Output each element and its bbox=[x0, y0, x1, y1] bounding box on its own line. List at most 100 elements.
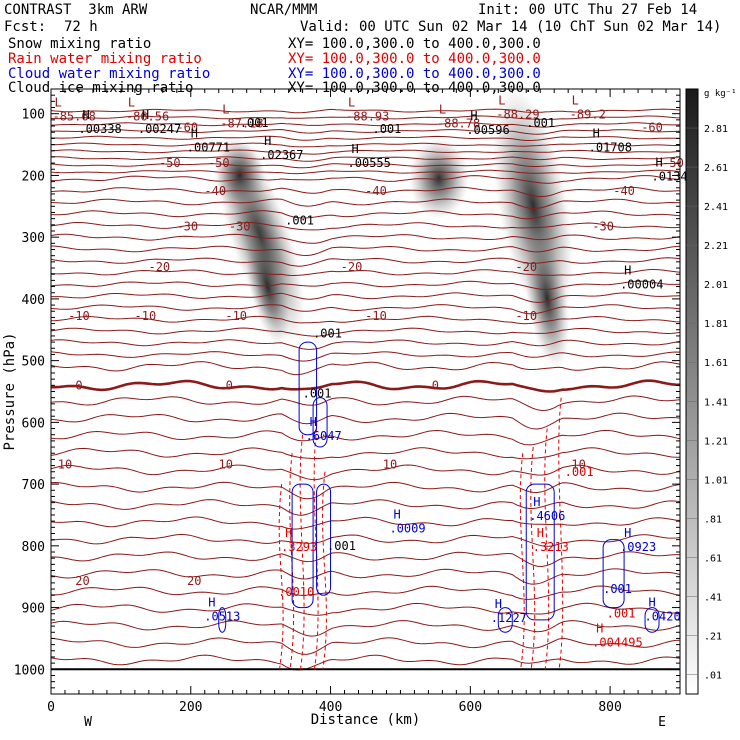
temperature-contour bbox=[51, 198, 680, 209]
high-value: .0513 bbox=[204, 610, 240, 624]
cloud-water-contour bbox=[218, 607, 227, 633]
temperature-contour bbox=[51, 210, 680, 220]
temperature-contour bbox=[51, 169, 680, 175]
org-name: NCAR/MMM bbox=[250, 2, 318, 18]
high-value: .0009 bbox=[389, 521, 425, 535]
cloud-water-contour bbox=[602, 539, 625, 609]
temperature-label: 10 bbox=[571, 457, 585, 471]
colorbar-label: 1.01 bbox=[704, 475, 728, 486]
high-marker: H bbox=[264, 134, 271, 148]
temperature-label: -50 bbox=[159, 156, 181, 170]
freezing-level-contour bbox=[51, 379, 680, 393]
cloud-water-contour bbox=[497, 607, 513, 633]
colorbar-label: 2.21 bbox=[704, 241, 728, 252]
colorbar: 2.81 2.61 2.41 2.21 2.01 1.81 1.61 1.41 1.21 1.01… bbox=[685, 88, 737, 695]
temperature-contour bbox=[51, 620, 680, 637]
temperature-contour bbox=[51, 351, 680, 362]
temperature-label: -10 bbox=[225, 309, 247, 323]
temperature-contour bbox=[51, 602, 680, 616]
low-value: -85.68 bbox=[52, 109, 95, 123]
colorbar-label: 1.61 bbox=[704, 358, 728, 369]
temperature-label: -20 bbox=[341, 260, 363, 274]
temperature-contour bbox=[51, 481, 680, 500]
temperature-contour bbox=[51, 304, 680, 315]
temperature-contour bbox=[51, 585, 680, 600]
high-value: .6047 bbox=[306, 429, 342, 443]
model-title: CONTRAST 3km ARW bbox=[4, 2, 148, 18]
field-ice-name: Cloud ice mixing ratio bbox=[8, 80, 194, 96]
temperature-label: -10 bbox=[68, 309, 90, 323]
temperature-label: 20 bbox=[75, 574, 89, 588]
colorbar-label: 1.21 bbox=[704, 436, 728, 447]
temperature-label: -50 bbox=[662, 156, 684, 170]
contour-value: .0010 bbox=[278, 585, 314, 599]
y-tick-label: 200 bbox=[22, 169, 45, 184]
snow-plume bbox=[214, 140, 265, 211]
rain-contour bbox=[278, 484, 284, 670]
colorbar-label: .01 bbox=[704, 670, 722, 681]
low-value: -87.18 bbox=[220, 117, 263, 131]
temperature-label: -60 bbox=[641, 120, 663, 134]
high-value: .00338 bbox=[78, 122, 121, 136]
contour-value: .001 bbox=[313, 326, 342, 340]
temperature-label: -20 bbox=[148, 260, 170, 274]
y-axis-label: Pressure (hPa) bbox=[2, 332, 18, 450]
cloud-water-contour bbox=[312, 397, 328, 448]
rain-contour bbox=[530, 447, 536, 670]
colorbar-label: .41 bbox=[704, 592, 722, 603]
y-tick-label: 600 bbox=[22, 416, 45, 431]
contour-value: .001 bbox=[303, 386, 332, 400]
field-rain-name: Rain water mixing ratio bbox=[8, 51, 202, 67]
rain-contour bbox=[322, 471, 327, 670]
low-value: -88.29 bbox=[496, 107, 539, 121]
high-value: .4606 bbox=[529, 509, 565, 523]
colorbar-label: 1.81 bbox=[704, 319, 728, 330]
temperature-label: 0 bbox=[226, 378, 233, 392]
colorbar-bar bbox=[685, 88, 699, 695]
microphysics-contours-layer bbox=[218, 341, 660, 670]
forecast-label: Fcst: bbox=[4, 19, 47, 35]
temperature-contour bbox=[51, 142, 680, 148]
temperature-contour bbox=[51, 245, 680, 257]
low-marker: L bbox=[498, 93, 505, 107]
temperature-label: -10 bbox=[365, 309, 387, 323]
x-tick-label: 800 bbox=[598, 700, 621, 715]
colorbar-label: 2.41 bbox=[704, 202, 728, 213]
high-marker: H bbox=[285, 526, 292, 540]
temperature-contour bbox=[51, 327, 680, 337]
temperature-contour bbox=[51, 115, 680, 120]
temperature-contour bbox=[51, 568, 680, 585]
high-marker: H bbox=[593, 127, 600, 141]
contour-value: .001 bbox=[603, 582, 632, 596]
west-label: W bbox=[84, 715, 92, 730]
colorbar-label: 2.61 bbox=[704, 163, 728, 174]
high-value: .3293 bbox=[281, 540, 317, 554]
contour-value: .001 bbox=[285, 213, 314, 227]
low-value: -86.56 bbox=[126, 109, 169, 123]
temperature-label: 0 bbox=[75, 378, 82, 392]
colorbar-label: .21 bbox=[704, 631, 722, 642]
temperature-contour bbox=[51, 269, 680, 277]
temperature-label: 10 bbox=[383, 457, 397, 471]
temperature-contour bbox=[51, 257, 680, 267]
low-value: -89.2 bbox=[570, 107, 606, 121]
high-value: .1227 bbox=[491, 611, 527, 625]
temperature-contour bbox=[51, 156, 680, 162]
temperature-label: -50 bbox=[208, 156, 230, 170]
temperature-label: 0 bbox=[432, 378, 439, 392]
temperature-label: 10 bbox=[218, 457, 232, 471]
high-marker: H bbox=[624, 264, 631, 278]
low-value: -88.78 bbox=[437, 117, 480, 131]
low-marker: L bbox=[348, 95, 355, 109]
high-value: .0923 bbox=[620, 540, 656, 554]
high-marker: H bbox=[596, 622, 603, 636]
high-value: .0134 bbox=[652, 170, 688, 184]
temperature-label: -40 bbox=[365, 184, 387, 198]
contour-value: .001 bbox=[607, 607, 636, 621]
temperature-label: -60 bbox=[176, 120, 198, 134]
temperature-contour bbox=[51, 280, 680, 291]
high-value: .3213 bbox=[533, 540, 569, 554]
temperature-contour bbox=[51, 221, 680, 231]
